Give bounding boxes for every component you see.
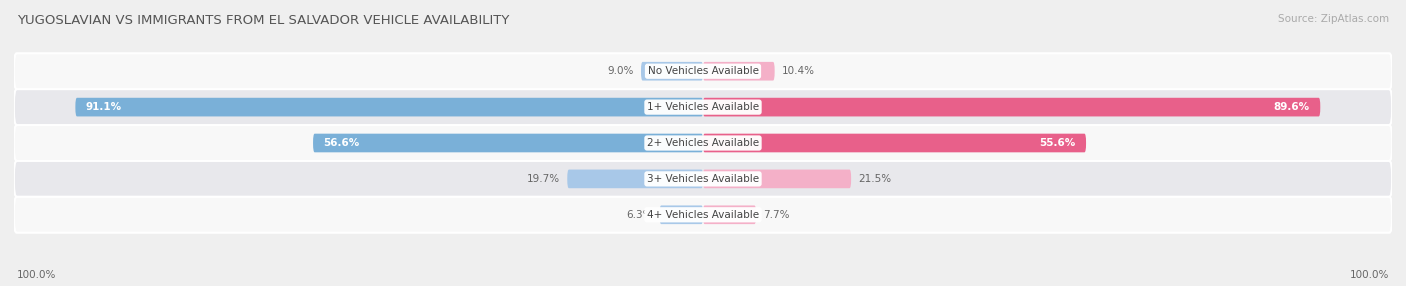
FancyBboxPatch shape — [14, 89, 1392, 125]
Text: 7.7%: 7.7% — [763, 210, 789, 220]
FancyBboxPatch shape — [314, 134, 703, 152]
Text: 9.0%: 9.0% — [607, 66, 634, 76]
Text: Source: ZipAtlas.com: Source: ZipAtlas.com — [1278, 14, 1389, 24]
Text: 10.4%: 10.4% — [782, 66, 814, 76]
FancyBboxPatch shape — [567, 170, 703, 188]
FancyBboxPatch shape — [14, 197, 1392, 233]
Text: No Vehicles Available: No Vehicles Available — [648, 66, 758, 76]
FancyBboxPatch shape — [703, 205, 756, 224]
Text: YUGOSLAVIAN VS IMMIGRANTS FROM EL SALVADOR VEHICLE AVAILABILITY: YUGOSLAVIAN VS IMMIGRANTS FROM EL SALVAD… — [17, 14, 509, 27]
FancyBboxPatch shape — [76, 98, 703, 116]
Text: 19.7%: 19.7% — [527, 174, 561, 184]
Text: 1+ Vehicles Available: 1+ Vehicles Available — [647, 102, 759, 112]
Text: 100.0%: 100.0% — [17, 270, 56, 280]
FancyBboxPatch shape — [641, 62, 703, 81]
FancyBboxPatch shape — [14, 161, 1392, 197]
FancyBboxPatch shape — [14, 125, 1392, 161]
FancyBboxPatch shape — [659, 205, 703, 224]
Text: 55.6%: 55.6% — [1039, 138, 1076, 148]
Text: 3+ Vehicles Available: 3+ Vehicles Available — [647, 174, 759, 184]
FancyBboxPatch shape — [703, 62, 775, 81]
FancyBboxPatch shape — [703, 98, 1320, 116]
Text: 100.0%: 100.0% — [1350, 270, 1389, 280]
Text: 56.6%: 56.6% — [323, 138, 360, 148]
Text: 2+ Vehicles Available: 2+ Vehicles Available — [647, 138, 759, 148]
Text: 4+ Vehicles Available: 4+ Vehicles Available — [647, 210, 759, 220]
Text: 89.6%: 89.6% — [1274, 102, 1310, 112]
Text: 21.5%: 21.5% — [858, 174, 891, 184]
Text: 6.3%: 6.3% — [626, 210, 652, 220]
FancyBboxPatch shape — [14, 53, 1392, 89]
FancyBboxPatch shape — [703, 134, 1085, 152]
FancyBboxPatch shape — [703, 170, 851, 188]
Text: 91.1%: 91.1% — [86, 102, 122, 112]
